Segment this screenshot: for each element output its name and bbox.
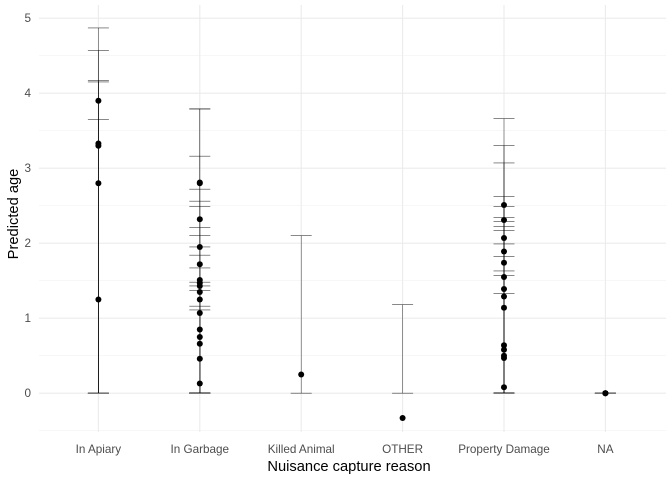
data-point — [501, 354, 507, 361]
data-point — [501, 259, 507, 266]
x-tick-label: Property Damage — [458, 443, 550, 456]
data-point — [196, 288, 203, 295]
grid-lines — [39, 5, 666, 432]
x-tick-label: In Apiary — [76, 443, 122, 456]
data-point — [196, 296, 203, 303]
data-point — [501, 346, 507, 353]
y-tick-label: 1 — [24, 312, 31, 325]
data-points — [95, 97, 609, 421]
data-point — [196, 380, 203, 387]
data-point — [196, 333, 203, 340]
error-bar — [392, 304, 414, 394]
error-bar — [87, 119, 109, 394]
data-point — [602, 390, 609, 397]
y-tick-label: 3 — [24, 162, 31, 175]
x-tick-label: NA — [597, 443, 613, 456]
data-point — [501, 273, 507, 280]
data-point — [196, 326, 203, 333]
y-tick-label: 4 — [24, 87, 31, 100]
data-point — [196, 180, 203, 187]
data-point — [501, 285, 507, 292]
data-point — [95, 97, 102, 104]
data-point — [196, 243, 203, 250]
data-point — [501, 304, 507, 311]
data-point — [501, 342, 507, 349]
x-tick-label: Killed Animal — [268, 443, 335, 456]
data-point — [196, 216, 203, 223]
data-point — [501, 234, 507, 241]
x-tick-label: In Garbage — [171, 443, 229, 456]
error-bars — [87, 27, 616, 394]
data-point — [196, 355, 203, 362]
data-point — [196, 340, 203, 347]
x-tick-label: OTHER — [382, 443, 423, 456]
x-axis-title: Nuisance capture reason — [267, 459, 430, 475]
error-bar — [290, 235, 312, 394]
data-point — [95, 142, 102, 149]
x-axis-ticks: In Apiary In Garbage Killed Animal OTHER Pro… — [76, 443, 614, 456]
data-point — [95, 180, 102, 187]
y-tick-label: 5 — [24, 12, 31, 25]
data-point — [501, 293, 507, 300]
data-point — [501, 201, 507, 208]
y-axis-title: Predicted age — [6, 169, 22, 260]
y-axis-ticks: 0 1 2 3 4 5 — [24, 12, 31, 400]
data-point — [501, 216, 507, 223]
data-point — [501, 248, 507, 255]
data-point — [196, 261, 203, 268]
data-point — [298, 371, 305, 378]
data-point — [196, 309, 203, 316]
data-point — [501, 384, 507, 391]
y-tick-label: 0 — [24, 387, 31, 400]
data-point — [399, 414, 406, 421]
y-tick-label: 2 — [24, 237, 31, 250]
data-point — [95, 296, 102, 303]
data-point — [196, 282, 203, 289]
